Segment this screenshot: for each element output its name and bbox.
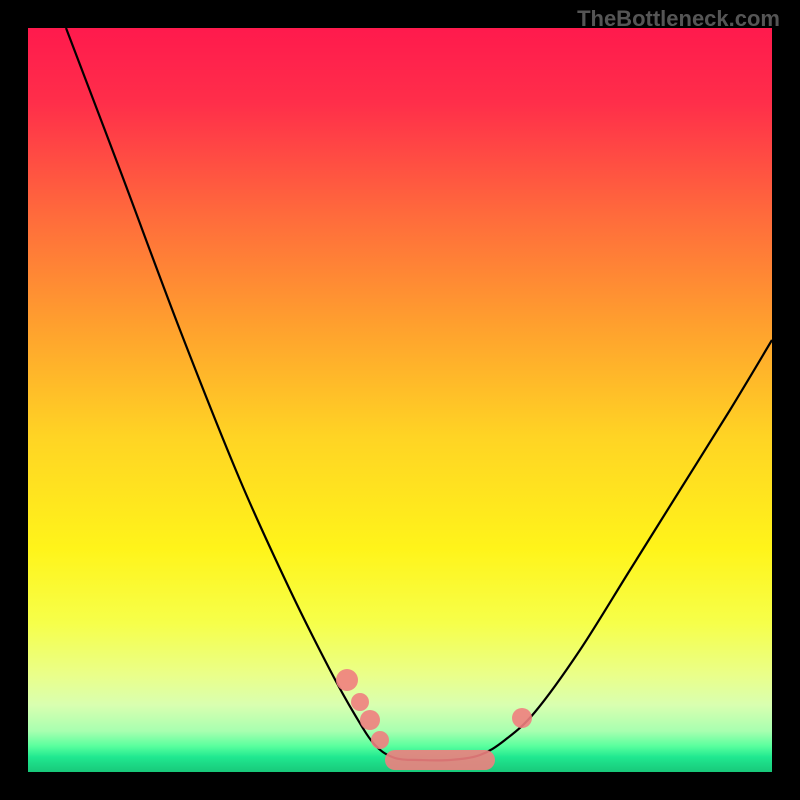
marker-dot bbox=[351, 693, 369, 711]
chart-background bbox=[28, 28, 772, 772]
watermark-text: TheBottleneck.com bbox=[577, 6, 780, 31]
marker-bar bbox=[385, 750, 495, 770]
bottleneck-chart: TheBottleneck.com bbox=[0, 0, 800, 800]
chart-container: TheBottleneck.com bbox=[0, 0, 800, 800]
marker-dot bbox=[371, 731, 389, 749]
marker-dot bbox=[360, 710, 380, 730]
marker-dot bbox=[336, 669, 358, 691]
marker-dot bbox=[512, 708, 532, 728]
